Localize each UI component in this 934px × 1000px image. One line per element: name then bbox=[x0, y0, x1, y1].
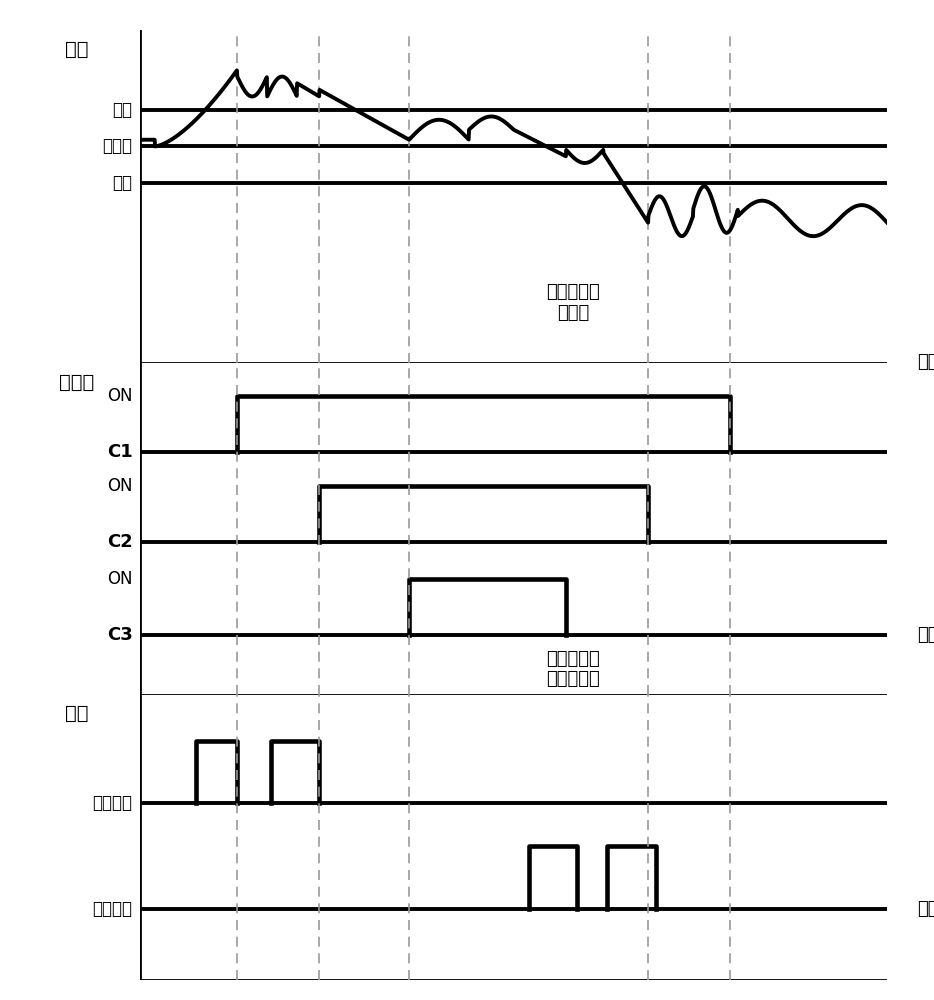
Text: 压缩机组工
作状态曲线: 压缩机组工 作状态曲线 bbox=[546, 650, 601, 688]
Text: 时间: 时间 bbox=[917, 900, 934, 918]
Text: ON: ON bbox=[107, 387, 133, 405]
Text: C3: C3 bbox=[106, 626, 133, 644]
Text: 下限: 下限 bbox=[113, 174, 133, 192]
Text: 吸气压力变
化曲线: 吸气压力变 化曲线 bbox=[546, 283, 601, 322]
Text: 设定値: 设定値 bbox=[103, 137, 133, 155]
Text: ON: ON bbox=[107, 570, 133, 588]
Text: ON: ON bbox=[107, 477, 133, 495]
Text: 上限: 上限 bbox=[113, 101, 133, 119]
Text: 时间: 时间 bbox=[917, 354, 934, 371]
Text: 加载延时: 加载延时 bbox=[92, 794, 133, 812]
Text: 延时: 延时 bbox=[64, 704, 89, 723]
Text: 压缩机: 压缩机 bbox=[59, 372, 94, 391]
Text: 卸载延时: 卸载延时 bbox=[92, 900, 133, 918]
Text: 压力: 压力 bbox=[64, 40, 89, 59]
Text: 时间: 时间 bbox=[917, 626, 934, 644]
Text: C2: C2 bbox=[106, 533, 133, 551]
Text: C1: C1 bbox=[106, 443, 133, 461]
